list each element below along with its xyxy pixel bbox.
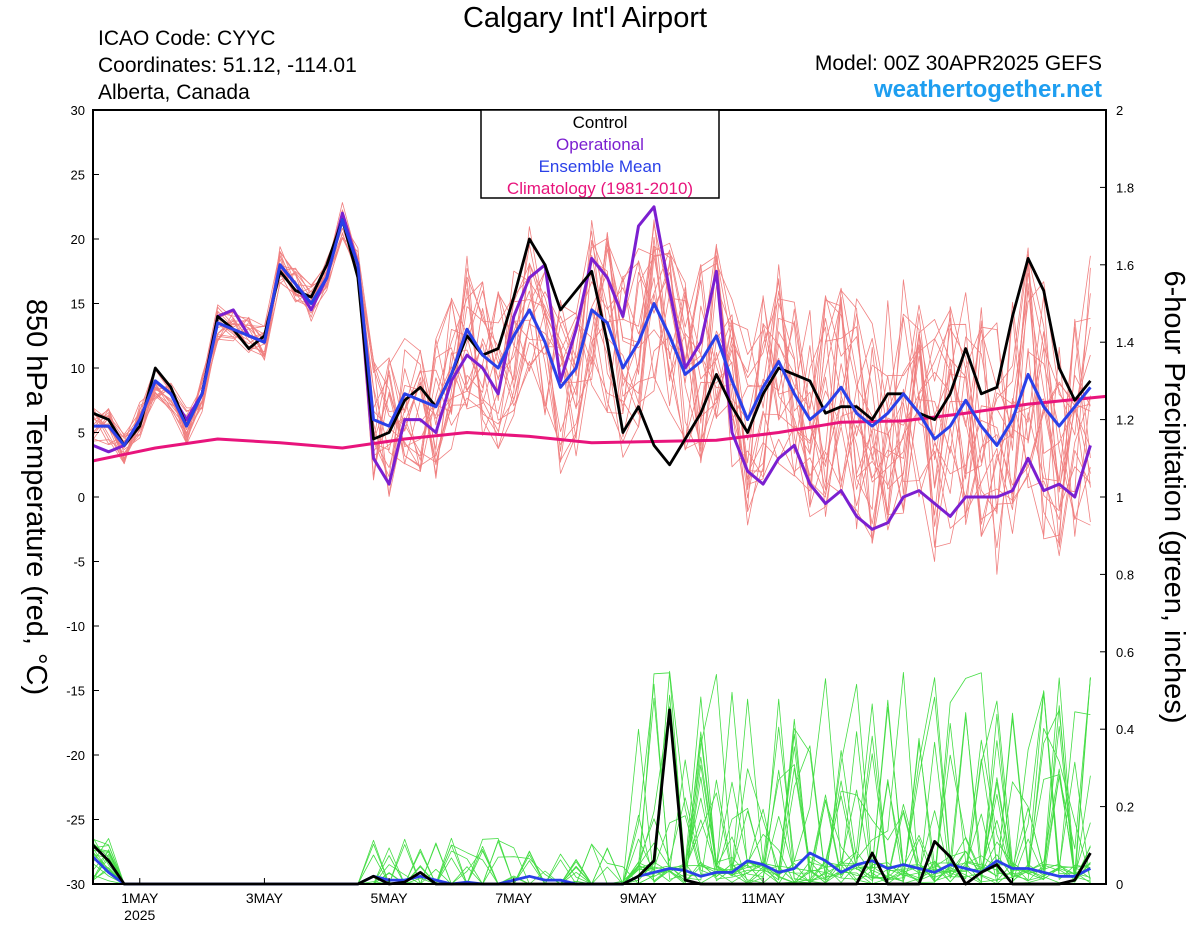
y-left-tick-label: 0 — [78, 490, 85, 505]
precip-ensemble-mean-line — [92, 851, 1092, 886]
member-precipitation-lines — [92, 670, 1091, 885]
member-temp-line — [92, 216, 1091, 537]
y-left-axis-label: 850 hPa Temperature (red, °C) — [20, 299, 52, 695]
y-right-tick-label: 1.4 — [1116, 335, 1134, 350]
y-right-tick-label: 0.2 — [1116, 800, 1134, 815]
y-left-tick-label: -15 — [66, 684, 85, 699]
series-layer — [92, 205, 1107, 886]
member-precip-line — [92, 698, 1091, 885]
member-precip-line — [92, 697, 1091, 885]
member-temp-line — [92, 214, 1091, 525]
member-temp-line — [92, 233, 1091, 544]
member-precip-line — [92, 674, 1091, 885]
member-temp-line — [92, 212, 1091, 529]
plot-frame — [92, 109, 1107, 885]
y-right-tick-label: 0.4 — [1116, 722, 1134, 737]
icao-code: ICAO Code: CYYC — [98, 27, 276, 50]
y-left-tick-label: 30 — [71, 103, 85, 118]
y-left-tick-label: 25 — [71, 168, 85, 183]
x-tick-label: 11MAY — [741, 890, 785, 906]
member-temp-line — [92, 217, 1091, 546]
coordinates: Coordinates: 51.12, -114.01 — [98, 54, 357, 77]
member-precip-line — [92, 672, 1091, 885]
chart-title: Calgary Int'l Airport — [462, 2, 708, 34]
y-left-tick-label: -10 — [66, 619, 85, 634]
y-left-tick-label: 20 — [71, 232, 85, 247]
x-tick-label: 5MAY — [371, 890, 409, 906]
x-tick-label: 9MAY — [620, 890, 658, 906]
member-precip-line — [92, 677, 1091, 885]
y-left-tick-label: 15 — [71, 297, 85, 312]
member-precip-line — [92, 677, 1091, 885]
y-left-tick-label: 5 — [78, 426, 85, 441]
member-precip-line — [92, 683, 1091, 885]
x-tick-label: 13MAY — [865, 890, 911, 906]
legend-entry: Control — [573, 113, 628, 132]
member-precip-line — [92, 677, 1091, 885]
y-left-tick-label: -30 — [66, 877, 85, 892]
member-precip-line — [92, 715, 1091, 885]
climatology-line — [92, 394, 1107, 463]
member-temp-line — [92, 221, 1091, 523]
x-tick-label: 7MAY — [495, 890, 533, 906]
member-temp-line — [92, 210, 1091, 520]
legend: Control Operational Ensemble Mean Climatolo… — [480, 109, 720, 199]
y-right-tick-label: 1 — [1116, 490, 1123, 505]
legend-box — [480, 109, 720, 199]
x-tick-sublabel: 2025 — [124, 907, 155, 923]
y-right-tick-label: 0.6 — [1116, 645, 1134, 660]
member-precip-line — [92, 691, 1091, 885]
member-precip-line — [92, 672, 1091, 885]
member-precip-line — [92, 677, 1091, 885]
member-precip-line — [92, 696, 1091, 885]
y-right-tick-label: 0.8 — [1116, 567, 1134, 582]
x-tick-label: 1MAY — [121, 890, 159, 906]
member-temp-line — [92, 209, 1091, 549]
y-left-tick-label: -25 — [66, 813, 85, 828]
y-right-tick-label: 0 — [1116, 877, 1123, 892]
y-right-axis-label: 6-hour Precipitation (green, inches) — [1158, 271, 1190, 724]
y-right-tick-label: 2 — [1116, 103, 1123, 118]
x-tick-label: 3MAY — [246, 890, 284, 906]
y-right-tick-label: 1.6 — [1116, 258, 1134, 273]
y-left-tick-label: -5 — [73, 555, 85, 570]
x-tick-label: 15MAY — [990, 890, 1036, 906]
region: Alberta, Canada — [98, 81, 250, 104]
y-left-tick-label: -20 — [66, 748, 85, 763]
member-precip-line — [92, 678, 1091, 885]
member-temp-line — [92, 202, 1091, 526]
y-left-tick-label: 10 — [71, 361, 85, 376]
site-link[interactable]: weathertogether.net — [873, 76, 1102, 103]
y-right-tick-label: 1.2 — [1116, 413, 1134, 428]
axis-ticks: 302520151050-5-10-15-20-25-3021.81.61.41… — [20, 103, 1190, 923]
model-run: Model: 00Z 30APR2025 GEFS — [814, 52, 1102, 75]
member-precip-line — [92, 670, 1091, 885]
member-temperature-lines — [92, 202, 1091, 575]
member-precip-line — [92, 690, 1091, 885]
legend-entry: Operational — [556, 135, 644, 154]
member-precip-line — [92, 700, 1091, 885]
legend-entry: Climatology (1981-2010) — [507, 179, 693, 198]
y-right-tick-label: 1.8 — [1116, 180, 1134, 195]
legend-entry: Ensemble Mean — [539, 157, 662, 176]
ensemble-mean-line — [93, 218, 1092, 447]
